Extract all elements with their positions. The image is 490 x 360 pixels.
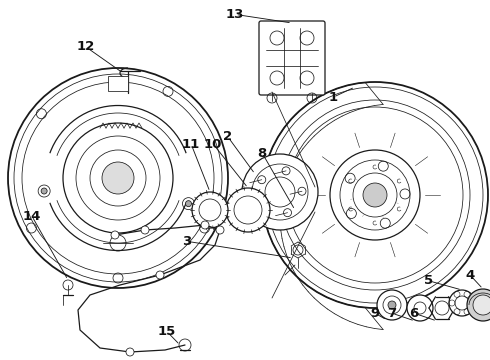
Text: 3: 3 — [182, 235, 191, 248]
Circle shape — [226, 188, 270, 232]
Text: 13: 13 — [226, 8, 245, 21]
Text: 1: 1 — [329, 91, 338, 104]
Text: 4: 4 — [466, 269, 475, 282]
Text: 8: 8 — [258, 147, 267, 159]
Circle shape — [377, 290, 407, 320]
Circle shape — [363, 183, 387, 207]
Text: 11: 11 — [182, 138, 200, 150]
Circle shape — [141, 226, 149, 234]
Circle shape — [156, 271, 164, 279]
FancyBboxPatch shape — [259, 21, 325, 95]
Circle shape — [467, 289, 490, 321]
Circle shape — [102, 162, 134, 194]
Text: 5: 5 — [424, 274, 433, 287]
Circle shape — [262, 82, 488, 308]
Text: 12: 12 — [76, 40, 95, 53]
Bar — [108, 76, 128, 91]
Text: 10: 10 — [204, 138, 222, 150]
Text: 15: 15 — [157, 325, 176, 338]
Circle shape — [192, 192, 228, 228]
Text: 6: 6 — [410, 307, 418, 320]
Text: 2: 2 — [223, 130, 232, 143]
Circle shape — [41, 188, 47, 194]
Circle shape — [473, 295, 490, 315]
Text: 14: 14 — [23, 210, 41, 222]
Circle shape — [111, 231, 119, 239]
Circle shape — [388, 301, 396, 309]
Circle shape — [186, 201, 192, 207]
Circle shape — [242, 154, 318, 230]
Circle shape — [126, 348, 134, 356]
Circle shape — [201, 221, 209, 229]
Text: 9: 9 — [370, 307, 379, 320]
Circle shape — [449, 290, 475, 316]
Text: 7: 7 — [388, 307, 396, 320]
Circle shape — [216, 226, 224, 234]
Circle shape — [8, 68, 228, 288]
Circle shape — [407, 295, 433, 321]
